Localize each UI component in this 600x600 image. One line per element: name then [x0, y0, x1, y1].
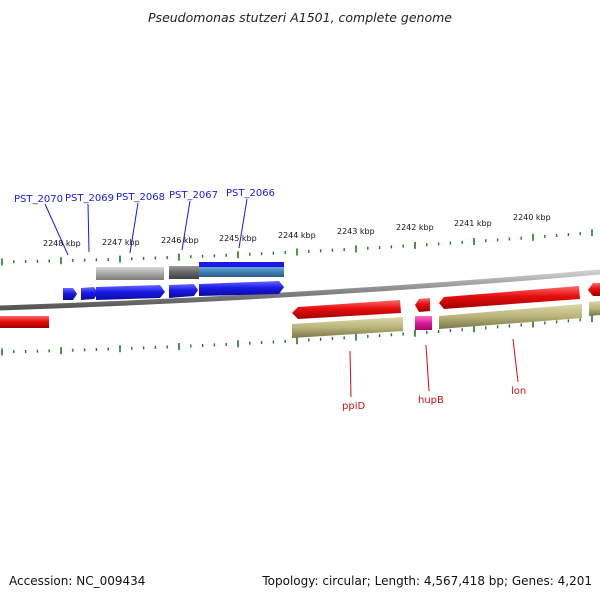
feature-gray-1 [96, 267, 164, 280]
label-line-ppid [349, 350, 352, 398]
label-line-pst-2066 [238, 198, 248, 249]
scale-label-2244: 2244 kbp [278, 231, 316, 240]
gene-label-pst-2070[interactable]: PST_2070 [14, 194, 63, 205]
gene-label-pst-2067[interactable]: PST_2067 [169, 190, 218, 201]
cds-pst-2067[interactable] [169, 284, 198, 298]
gene-label-ppid[interactable]: ppiD [342, 401, 365, 412]
feature-blue-band [199, 262, 284, 267]
cds-pst-2066[interactable] [199, 281, 284, 296]
cds-pst-2069[interactable] [81, 287, 98, 300]
label-line-pst-2069 [87, 203, 90, 253]
gene-label-pst-2068[interactable]: PST_2068 [116, 192, 165, 203]
cds-ppid[interactable] [292, 300, 401, 319]
feature-olive-3 [589, 301, 600, 316]
genome-backbone [0, 269, 600, 311]
cds-hupb[interactable] [415, 298, 430, 312]
accession-text: Accession: NC_009434 [9, 574, 146, 588]
cds-pst-2070[interactable] [63, 288, 77, 300]
feature-olive-1 [292, 317, 403, 338]
feature-magenta-1 [415, 316, 432, 330]
gene-label-pst-2069[interactable]: PST_2069 [65, 193, 114, 204]
cds-red-left[interactable] [0, 316, 49, 328]
gene-label-lon[interactable]: lon [511, 386, 526, 397]
scale-label-2245: 2245 kbp [219, 234, 257, 243]
label-line-hupb [425, 344, 430, 392]
scale-label-2248: 2248 kbp [43, 239, 81, 248]
scale-label-2247: 2247 kbp [102, 238, 140, 247]
cds-red-right[interactable] [588, 283, 600, 296]
feature-teal-1 [199, 264, 284, 277]
scale-ticks-bottom [1, 315, 593, 356]
scale-label-2241: 2241 kbp [454, 219, 492, 228]
cds-lon[interactable] [439, 286, 580, 309]
scale-label-2246: 2246 kbp [161, 236, 199, 245]
scale-ticks-top [1, 229, 593, 266]
label-line-pst-2068 [129, 202, 139, 254]
cds-pst-2068[interactable] [96, 285, 165, 300]
feature-dark-1 [169, 266, 199, 279]
label-line-pst-2067 [181, 200, 191, 251]
label-line-pst-2070 [44, 203, 69, 256]
scale-label-2243: 2243 kbp [337, 227, 375, 236]
feature-olive-2 [439, 304, 582, 329]
scale-label-2240: 2240 kbp [513, 213, 551, 222]
gene-label-pst-2066[interactable]: PST_2066 [226, 188, 275, 199]
label-line-lon [512, 338, 519, 383]
map-title: Pseudomonas stutzeri A1501, complete gen… [148, 10, 452, 25]
scale-label-2242: 2242 kbp [396, 223, 434, 232]
topology-text: Topology: circular; Length: 4,567,418 bp… [262, 574, 592, 588]
gene-label-hupb[interactable]: hupB [418, 395, 444, 406]
